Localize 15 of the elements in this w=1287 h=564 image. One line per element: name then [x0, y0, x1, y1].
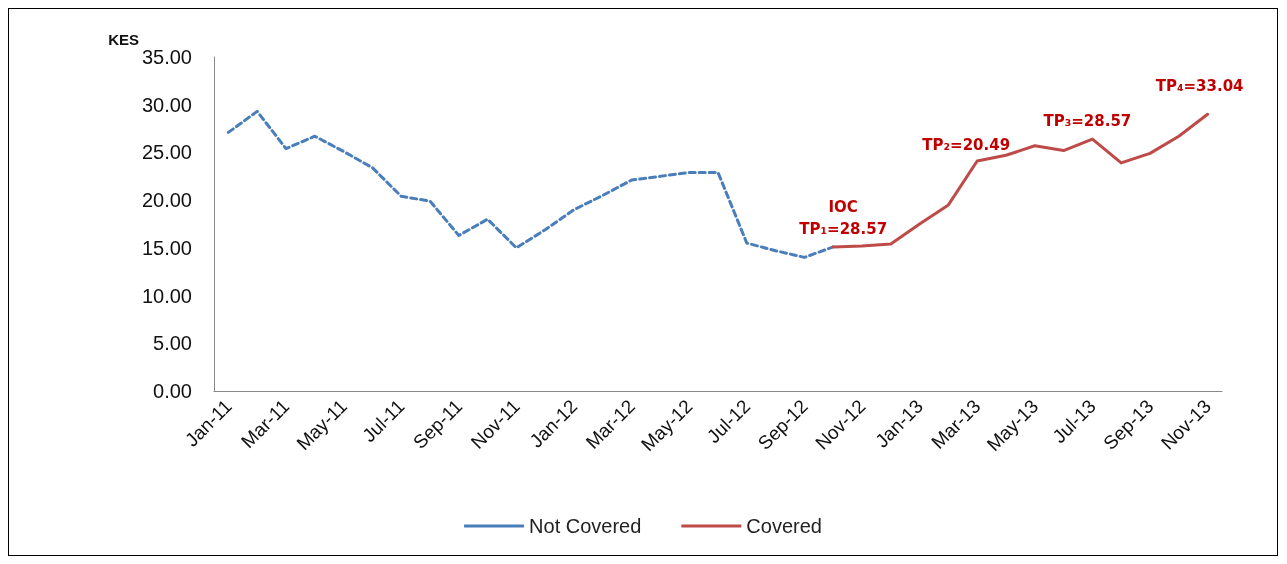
legend-label: Covered	[746, 515, 822, 537]
y-tick-label: 10.00	[141, 284, 192, 307]
annotation: IOC TP₁=28.57	[799, 197, 888, 238]
y-tick-label: 20.00	[141, 189, 192, 212]
y-tick-label: 0.00	[153, 380, 192, 402]
y-tick-label: 25.00	[141, 141, 192, 164]
legend-label: Not Covered	[529, 515, 642, 537]
annotation: TP₄=33.04	[1155, 77, 1244, 96]
y-tick-label: 35.00	[141, 46, 192, 68]
y-tick-label: 5.00	[153, 332, 192, 355]
annotation: TP₂=20.49	[922, 136, 1011, 155]
y-tick-label: 30.00	[141, 93, 192, 116]
y-axis-title: KES	[108, 31, 139, 49]
y-tick-label: 15.00	[141, 236, 192, 259]
annotation: TP₃=28.57	[1043, 112, 1132, 131]
